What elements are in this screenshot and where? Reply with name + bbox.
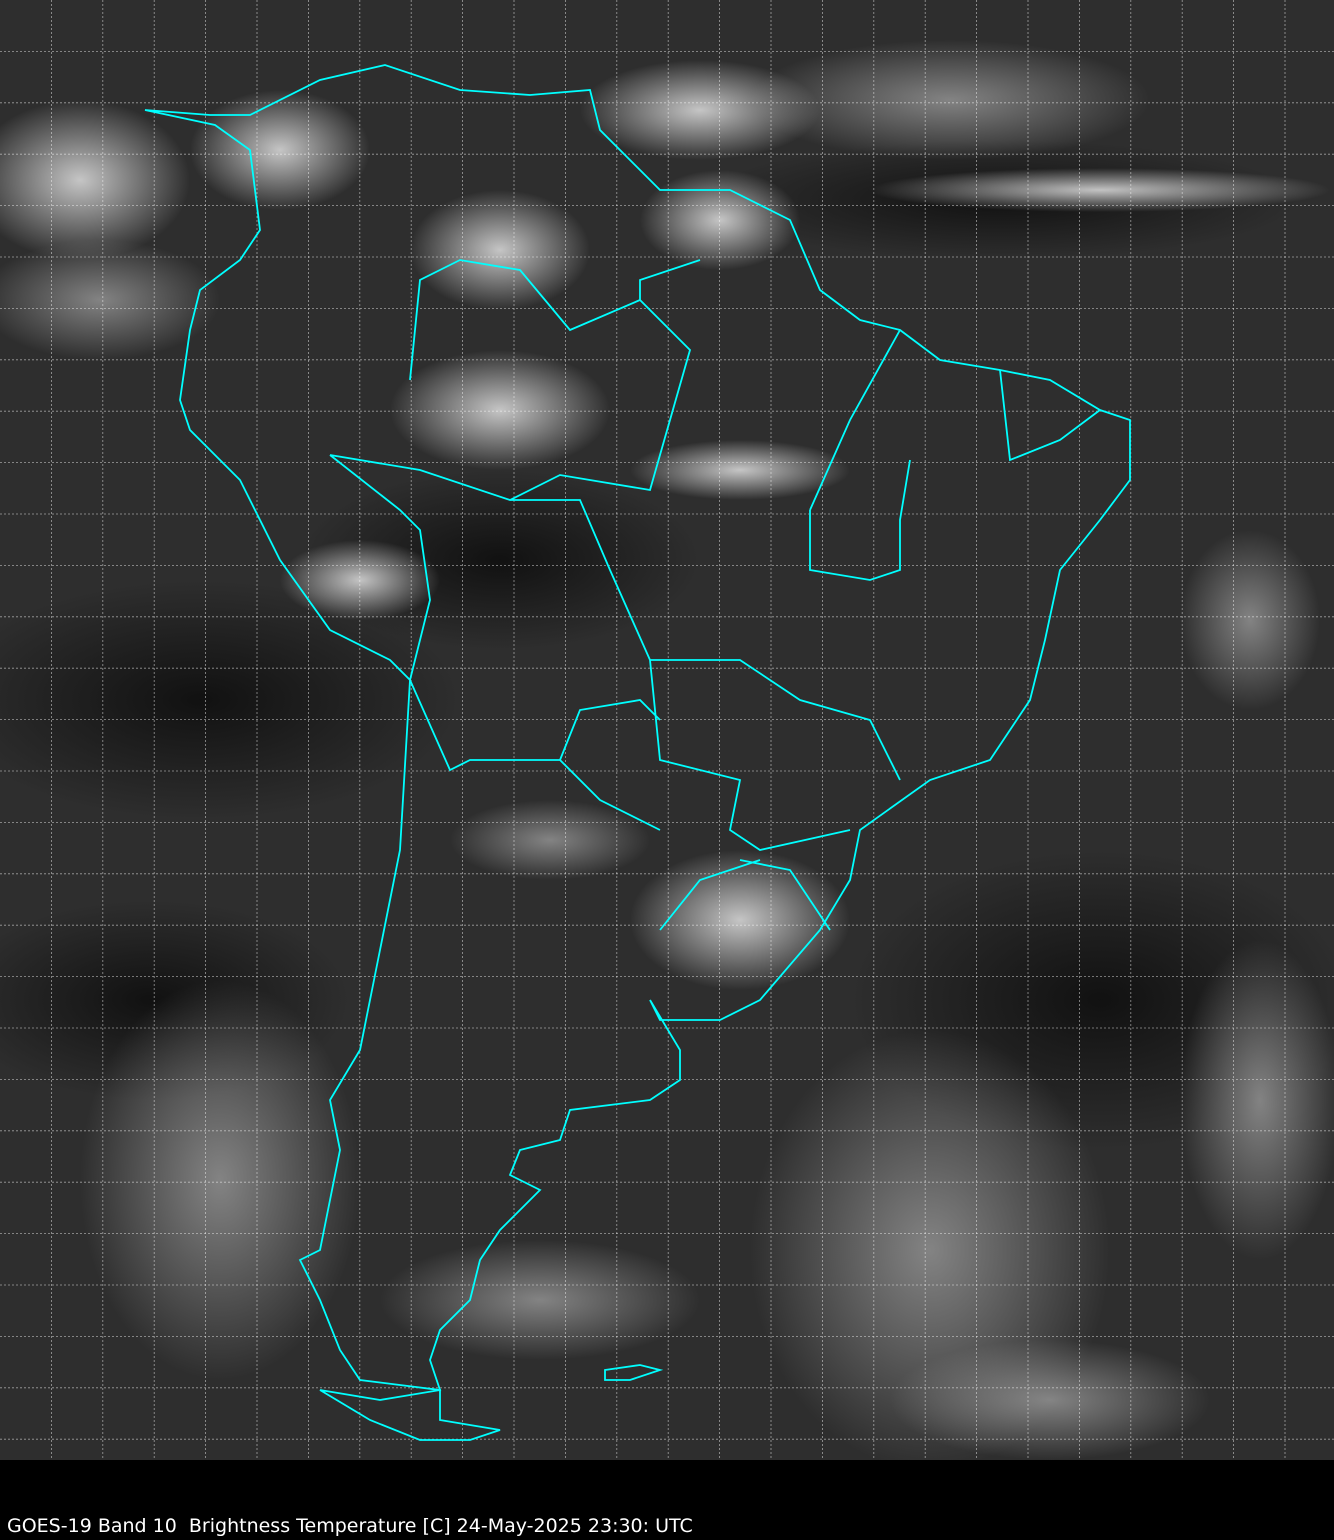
cloud-mass	[1180, 530, 1320, 710]
cloud-mass	[0, 240, 220, 360]
south-america-coastline	[144, 64, 1131, 1392]
cloud-mass	[390, 350, 610, 470]
cloud-mass	[890, 1340, 1210, 1460]
cloud-layer	[0, 40, 1334, 1460]
image-caption: GOES-19 Band 10 Brightness Temperature […	[7, 1515, 693, 1537]
cloud-mass	[380, 1240, 700, 1360]
falkland-islands	[604, 1364, 664, 1381]
cloud-mass	[450, 800, 650, 880]
cloud-mass	[410, 190, 590, 310]
coastlines-and-borders	[144, 64, 1131, 1441]
cloud-mass	[630, 850, 850, 990]
cloud-mass	[630, 440, 850, 500]
clear-sky-region	[0, 580, 460, 820]
satellite-map	[0, 0, 1334, 1460]
tierra-del-fuego	[319, 1388, 501, 1441]
cloud-mass	[80, 980, 360, 1380]
cloud-mass	[750, 40, 1150, 160]
cloud-mass	[0, 100, 190, 260]
cloud-mass	[870, 168, 1330, 212]
cloud-mass	[1180, 940, 1334, 1260]
cloud-mass	[190, 90, 370, 210]
cloud-mass	[640, 170, 800, 270]
internal-borders	[329, 259, 1101, 931]
